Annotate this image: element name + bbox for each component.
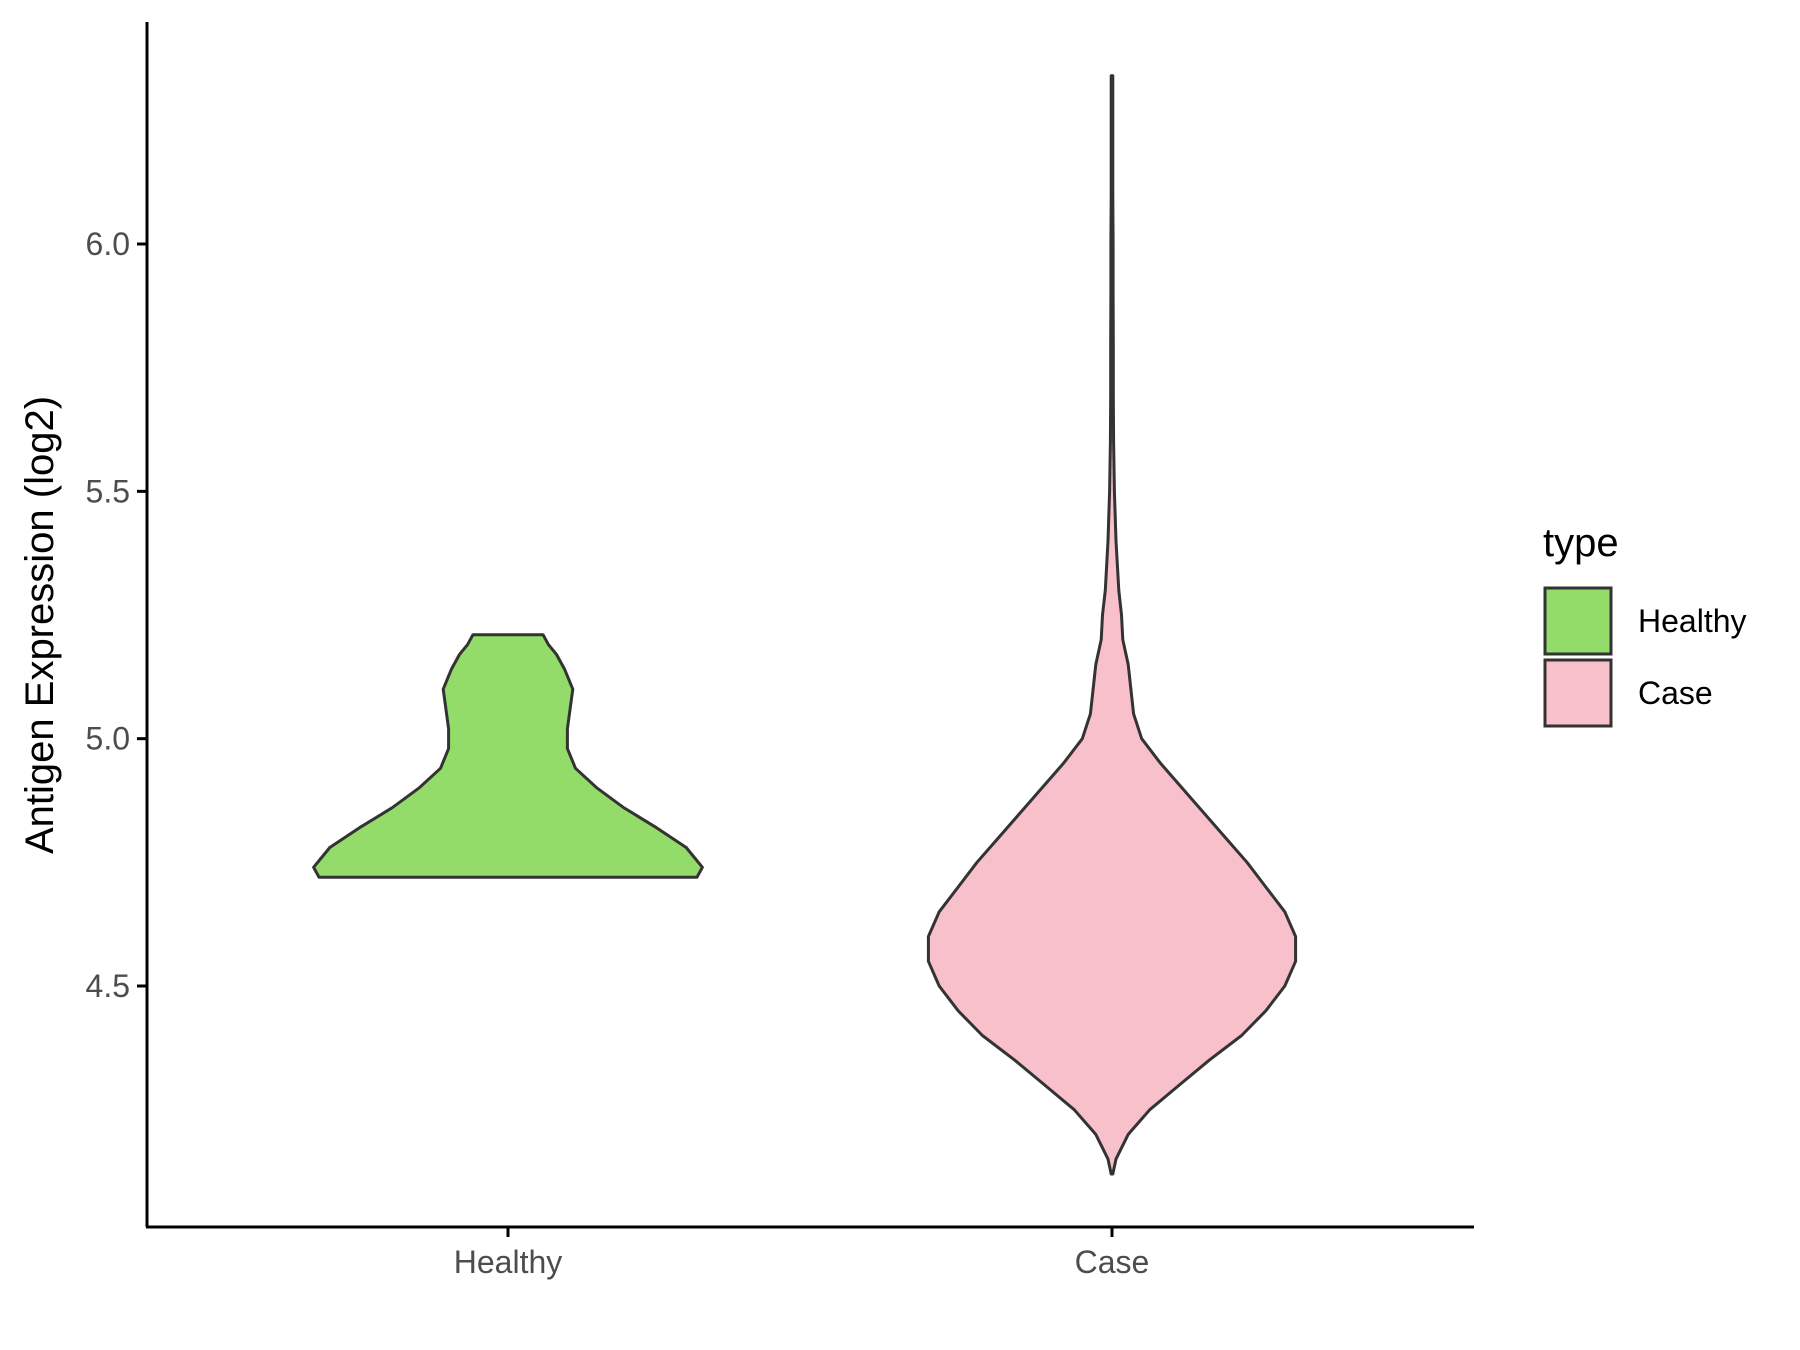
legend-label-healthy: Healthy — [1638, 603, 1747, 639]
y-tick-label: 4.5 — [86, 968, 130, 1004]
y-ticks-layer: 4.5 5.0 5.5 6.0 — [86, 226, 147, 1004]
legend-label-case: Case — [1638, 675, 1713, 711]
y-tick-label: 5.5 — [86, 473, 130, 509]
legend: type Healthy Case — [1543, 521, 1747, 728]
x-ticks-layer: Healthy Case — [454, 1227, 1150, 1280]
legend-items: Healthy Case — [1543, 586, 1747, 728]
y-tick-label: 6.0 — [86, 226, 130, 262]
legend-key-healthy — [1543, 586, 1613, 656]
legend-key-case — [1543, 658, 1613, 728]
y-tick-label: 5.0 — [86, 721, 130, 757]
y-axis-title: Antigen Expression (log2) — [18, 396, 62, 854]
violin-case — [926, 74, 1298, 1176]
x-tick-label: Healthy — [454, 1244, 563, 1280]
axes-layer — [145, 22, 1474, 1229]
violins-layer — [312, 74, 1298, 1176]
legend-title: type — [1543, 521, 1619, 565]
x-tick-label: Case — [1075, 1244, 1150, 1280]
violin-healthy — [312, 633, 704, 879]
